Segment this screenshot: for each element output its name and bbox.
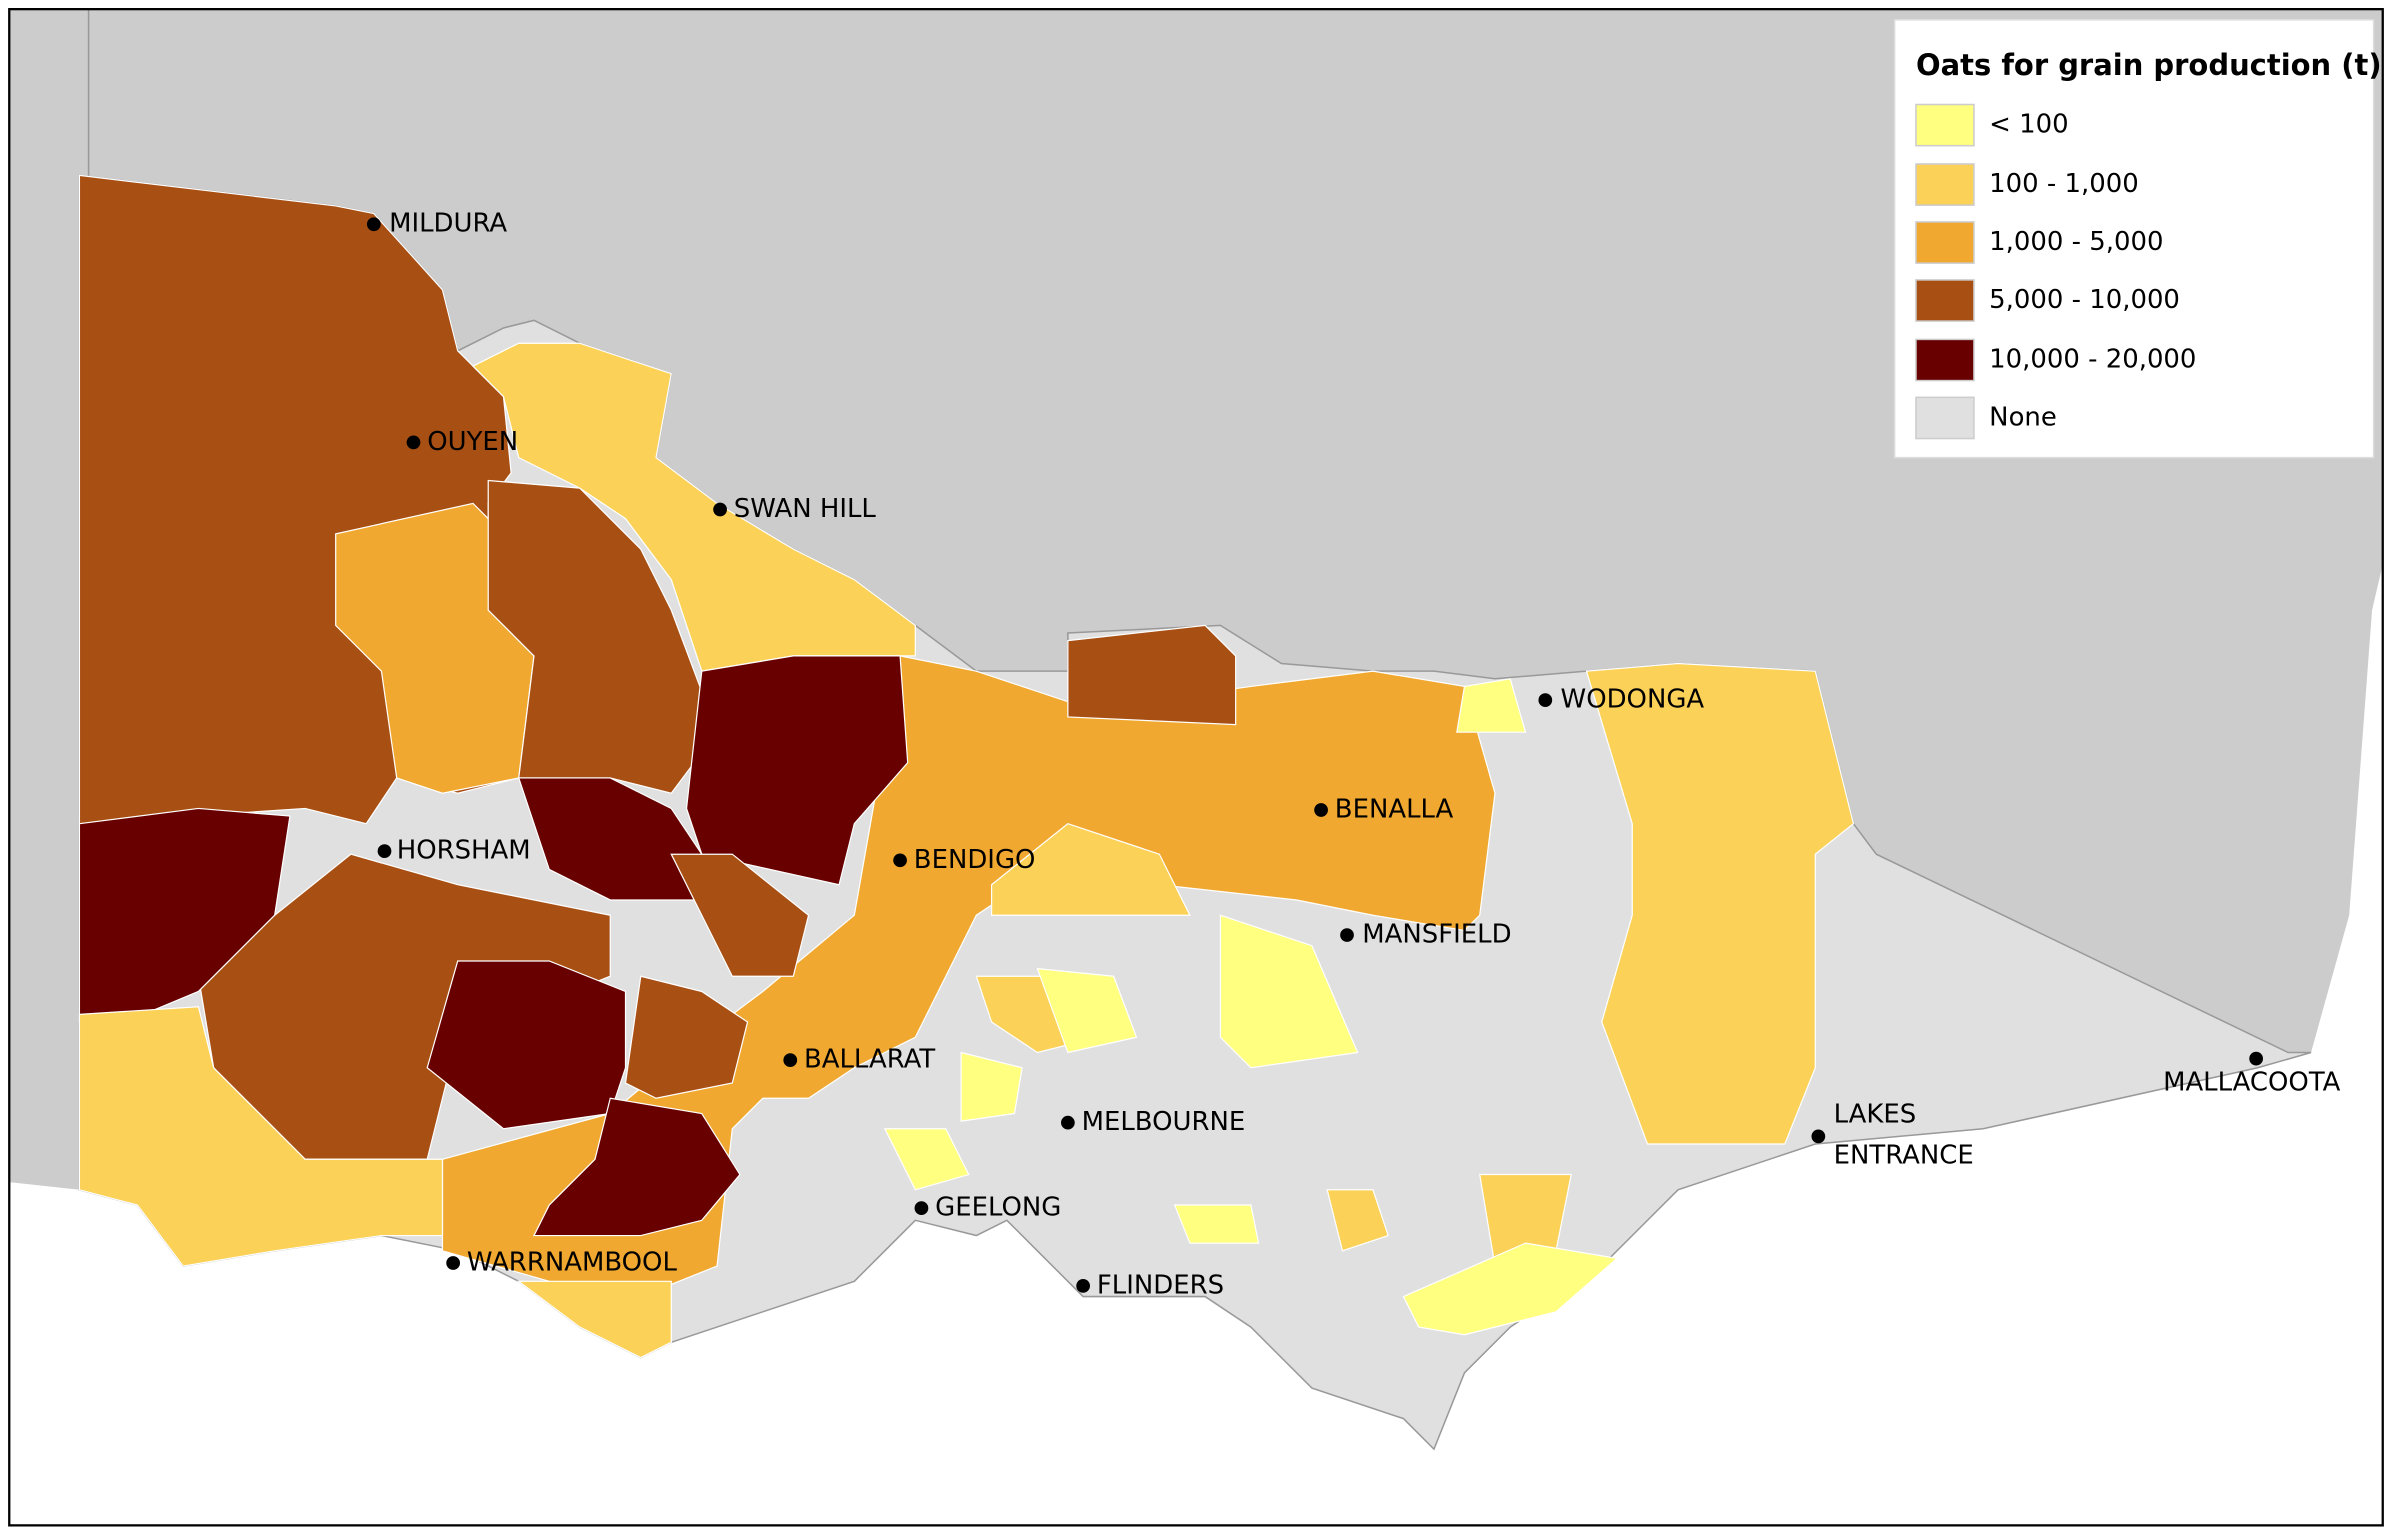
legend-label: 100 - 1,000 xyxy=(1989,169,2139,199)
city-dot xyxy=(406,435,421,450)
legend-swatch xyxy=(1915,338,1975,382)
legend-label: 5,000 - 10,000 xyxy=(1989,285,2180,315)
city-dot xyxy=(783,1053,798,1067)
city-dot xyxy=(1811,1129,1826,1144)
city-dot xyxy=(446,1256,461,1270)
legend-label: 10,000 - 20,000 xyxy=(1989,344,2196,374)
region xyxy=(883,1128,970,1191)
city-label: BALLARAT xyxy=(804,1045,935,1075)
city-label: ENTRANCE xyxy=(1834,1141,1974,1171)
legend-label: < 100 xyxy=(1989,110,2068,140)
legend-swatch xyxy=(1915,103,1975,147)
region xyxy=(960,1051,1023,1122)
region xyxy=(1219,914,1359,1069)
region xyxy=(487,479,718,794)
legend-swatch xyxy=(1915,221,1975,264)
city-label: BENDIGO xyxy=(914,845,1036,875)
city-label: MELBOURNE xyxy=(1082,1107,1246,1137)
region xyxy=(471,342,916,672)
legend-swatch xyxy=(1915,279,1975,322)
city-dot xyxy=(1538,693,1553,708)
region xyxy=(426,960,627,1130)
city-dot xyxy=(1340,928,1354,942)
city-label: BENALLA xyxy=(1335,794,1454,824)
region xyxy=(533,1097,741,1237)
region xyxy=(990,823,1191,916)
region xyxy=(516,1280,672,1359)
region xyxy=(1067,624,1237,726)
regions xyxy=(78,174,1855,1359)
city-dot xyxy=(1061,1115,1075,1130)
ocean xyxy=(9,564,2383,1526)
city-dot xyxy=(2249,1051,2263,1066)
legend: < 100 100 - 1,000 1,000 - 5,000 5,000 - 10,… xyxy=(1915,103,2196,440)
legend-label: 1,000 - 5,000 xyxy=(1989,227,2163,257)
city-label: MILDURA xyxy=(389,209,507,239)
city-label: MALLACOOTA xyxy=(2163,1068,2341,1098)
region xyxy=(670,853,810,977)
legend-swatch xyxy=(1915,396,1975,440)
frame xyxy=(8,8,2384,1527)
legend-title: Oats for grain production (t) xyxy=(1916,48,2382,82)
city-label: HORSHAM xyxy=(397,836,531,866)
region xyxy=(1326,1189,1389,1252)
city-dot xyxy=(893,853,907,868)
city-label: WODONGA xyxy=(1561,685,1705,715)
city-label: GEELONG xyxy=(935,1193,1061,1223)
city-label: OUYEN xyxy=(427,427,518,457)
city-label: LAKES xyxy=(1834,1100,1917,1130)
city-dot xyxy=(1076,1279,1090,1293)
city-dot xyxy=(366,217,381,232)
city-label: FLINDERS xyxy=(1097,1270,1224,1300)
region xyxy=(1402,1242,1619,1336)
legend-label: None xyxy=(1989,402,2057,432)
region xyxy=(624,975,749,1099)
cities: MILDURA OUYEN SWAN HILL HORSHAM BENDIGO BENAL… xyxy=(366,209,2341,1300)
region xyxy=(685,655,909,886)
city-label: MANSFIELD xyxy=(1362,920,1511,950)
region xyxy=(1456,678,1527,733)
region xyxy=(1585,662,1855,1145)
city-dot xyxy=(377,844,392,859)
city-dot xyxy=(713,502,727,517)
region xyxy=(78,1006,444,1267)
city-label: SWAN HILL xyxy=(734,494,877,524)
city-dot xyxy=(1314,803,1328,817)
city-label: WARRNAMBOOL xyxy=(467,1248,678,1278)
city-dot xyxy=(914,1201,929,1215)
legend-swatch xyxy=(1915,163,1975,206)
region xyxy=(1036,967,1138,1054)
region xyxy=(1173,1204,1260,1244)
